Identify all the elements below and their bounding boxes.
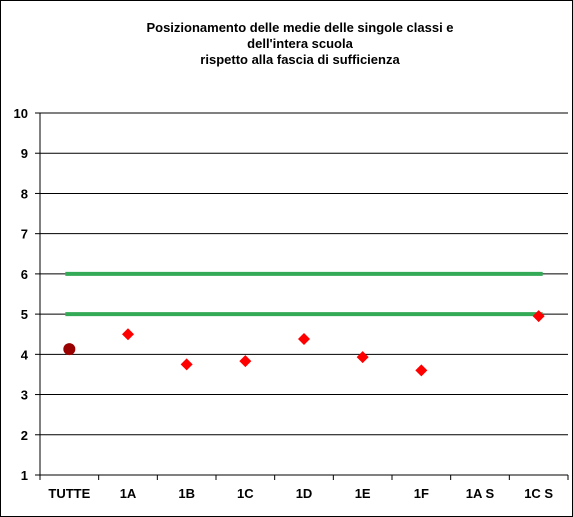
chart-title-line-2: dell'intera scuola bbox=[247, 36, 353, 51]
chart-title: Posizionamento delle medie delle singole… bbox=[60, 20, 540, 68]
data-point-1D bbox=[298, 333, 310, 346]
y-tick-label-9: 9 bbox=[21, 146, 28, 161]
y-tick-label-7: 7 bbox=[21, 227, 28, 242]
data-point-1A bbox=[122, 328, 134, 341]
y-tick-label-10: 10 bbox=[14, 106, 28, 121]
x-tick-label-1C: 1C bbox=[237, 486, 254, 501]
x-tick-label-1B: 1B bbox=[178, 486, 195, 501]
data-point-1F bbox=[415, 364, 428, 377]
x-tick-label-1A: 1A bbox=[120, 486, 137, 501]
y-tick-label-1: 1 bbox=[21, 468, 28, 483]
y-tick-label-4: 4 bbox=[21, 347, 29, 362]
data-point-TUTTE bbox=[63, 343, 76, 356]
data-point-1C bbox=[239, 355, 252, 368]
chart-title-line-3: rispetto alla fascia di sufficienza bbox=[200, 52, 400, 67]
x-tick-label-1E: 1E bbox=[355, 486, 371, 501]
data-point-1E bbox=[356, 351, 369, 364]
data-point-1B bbox=[180, 358, 193, 371]
x-tick-label-1CS: 1C S bbox=[524, 486, 553, 501]
chart-title-line-1: Posizionamento delle medie delle singole… bbox=[146, 20, 454, 35]
y-tick-label-6: 6 bbox=[21, 267, 28, 282]
y-tick-label-5: 5 bbox=[21, 307, 28, 322]
data-point-1CS bbox=[532, 310, 545, 323]
x-tick-label-1F: 1F bbox=[414, 486, 429, 501]
y-tick-label-2: 2 bbox=[21, 428, 28, 443]
y-tick-label-8: 8 bbox=[21, 186, 28, 201]
y-tick-label-3: 3 bbox=[21, 388, 28, 403]
x-tick-label-1D: 1D bbox=[296, 486, 313, 501]
x-tick-label-TUTTE: TUTTE bbox=[48, 486, 90, 501]
x-tick-label-1AS: 1A S bbox=[466, 486, 495, 501]
